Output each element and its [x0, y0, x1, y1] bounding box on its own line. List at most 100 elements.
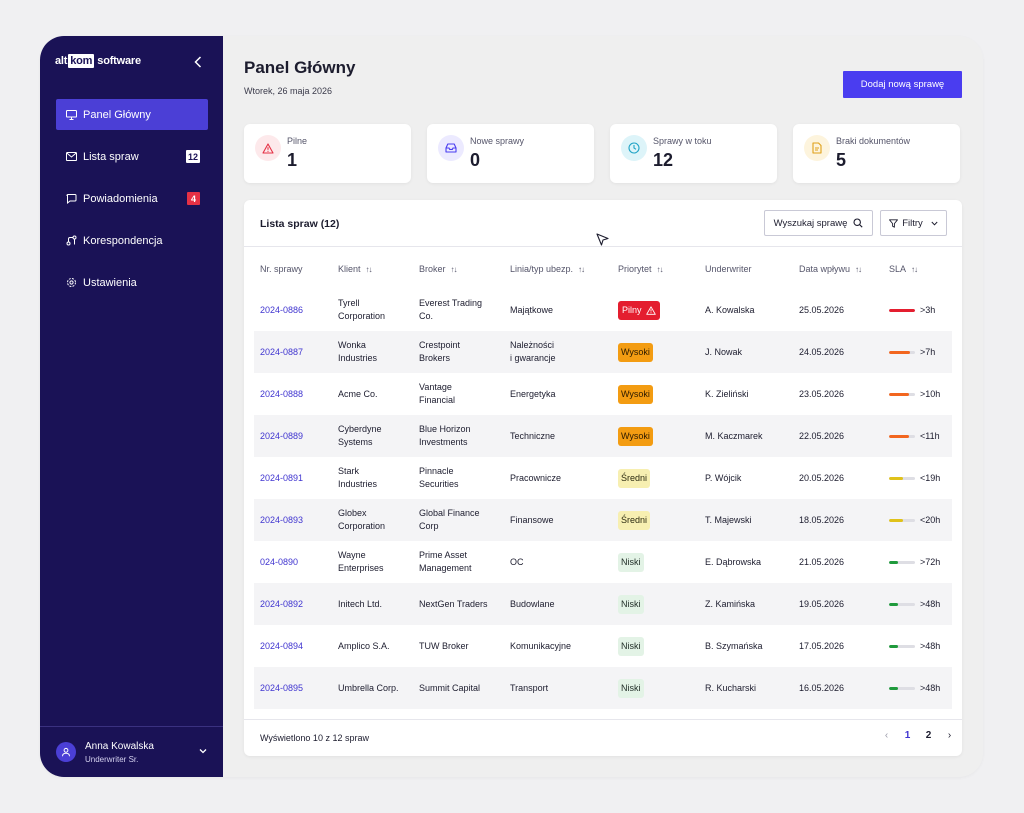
line-cell: OC — [510, 541, 524, 583]
table-row[interactable]: 2024-0887 Wonka Industries Crestpoint Broker… — [254, 331, 952, 373]
priority-badge: Niski — [618, 594, 644, 614]
user-menu[interactable]: Anna Kowalska Underwriter Sr. — [40, 726, 223, 777]
date-cell: 19.05.2026 — [799, 583, 844, 625]
case-id[interactable]: 2024-0886 — [260, 304, 304, 315]
sidebar-item-panel-glowny[interactable]: Panel Główny — [56, 99, 208, 130]
stat-value: 1 — [287, 150, 298, 170]
sort-icon: ↑↓ — [450, 264, 458, 274]
next-page-button[interactable]: › — [947, 730, 952, 741]
sla-progress-bar — [889, 350, 915, 354]
chevron-down-icon — [199, 749, 207, 754]
underwriter-name: A. Kowalska — [705, 304, 755, 315]
case-id[interactable]: 2024-0893 — [260, 514, 304, 525]
pagination: ‹ 1 2 › — [876, 730, 960, 741]
date-cell: 21.05.2026 — [799, 541, 844, 583]
broker-cell: Global Finance Corp — [419, 499, 480, 541]
cell-line: Techniczne — [510, 430, 556, 441]
table-row[interactable]: 024-0890 Wayne Enterprises Prime Asset Manag… — [254, 541, 952, 583]
stat-card-pilne[interactable]: Pilne 1 — [244, 124, 411, 183]
cell-line: Crestpoint — [419, 340, 461, 350]
case-id[interactable]: 2024-0887 — [260, 346, 304, 357]
table-row[interactable]: 2024-0891 Stark Industries Pinnacle Securiti… — [254, 457, 952, 499]
sidebar-item-ustawienia[interactable]: Ustawienia — [56, 267, 208, 298]
cell-line: Acme Co. — [338, 388, 378, 399]
page-2-button[interactable]: 2 — [925, 730, 932, 741]
column-header-client[interactable]: Klient ↑↓ — [338, 264, 373, 274]
search-case-button[interactable]: Wyszukaj sprawę — [764, 210, 873, 236]
client-cell: Acme Co. — [338, 373, 378, 415]
sidebar-item-korespondencja[interactable]: Korespondencja — [56, 225, 208, 256]
stat-card-sprawy-w-toku[interactable]: Sprawy w toku 12 — [610, 124, 777, 183]
user-name: Anna Kowalska — [85, 740, 154, 752]
case-number-link[interactable]: 2024-0892 — [260, 583, 303, 625]
table-row[interactable]: 2024-0888 Acme Co. Vantage Financial Energet… — [254, 373, 952, 415]
case-number-link[interactable]: 2024-0889 — [260, 415, 303, 457]
date-cell: 25.05.2026 — [799, 289, 844, 331]
column-header-underwriter[interactable]: Underwriter — [705, 264, 752, 274]
case-id[interactable]: 2024-0894 — [260, 640, 304, 651]
case-number-link[interactable]: 2024-0887 — [260, 331, 303, 373]
table-row[interactable]: 2024-0892 Initech Ltd. NextGen Traders Budo… — [254, 583, 952, 625]
case-id[interactable]: 2024-0891 — [260, 472, 304, 483]
date-cell: 24.05.2026 — [799, 331, 844, 373]
case-id[interactable]: 2024-0888 — [260, 388, 304, 399]
case-id[interactable]: 2024-0889 — [260, 430, 304, 441]
column-header-sla[interactable]: SLA ↑↓ — [889, 264, 918, 274]
page-1-button[interactable]: 1 — [904, 730, 911, 741]
prev-page-button[interactable]: ‹ — [884, 730, 889, 741]
cell-line: Blue Horizon — [419, 424, 471, 434]
column-header-case-number[interactable]: Nr. sprawy — [260, 264, 303, 274]
column-header-priority[interactable]: Priorytet ↑↓ — [618, 264, 664, 274]
received-date: 19.05.2026 — [799, 598, 845, 609]
user-role: Underwriter Sr. — [85, 754, 139, 764]
received-date: 21.05.2026 — [799, 556, 845, 567]
case-number-link[interactable]: 2024-0888 — [260, 373, 303, 415]
filters-button[interactable]: Filtry — [880, 210, 947, 236]
case-number-link[interactable]: 2024-0891 — [260, 457, 303, 499]
received-date: 20.05.2026 — [799, 472, 845, 483]
stat-card-nowe-sprawy[interactable]: Nowe sprawy 0 — [427, 124, 594, 183]
date-cell: 17.05.2026 — [799, 625, 844, 667]
case-number-link[interactable]: 2024-0886 — [260, 289, 303, 331]
table-row[interactable]: 2024-0895 Umbrella Corp. Summit Capital Tra… — [254, 667, 952, 709]
column-header-line[interactable]: Linia/typ ubezp. ↑↓ — [510, 264, 585, 274]
case-id[interactable]: 024-0890 — [260, 556, 299, 567]
cell-line: Investments — [419, 437, 468, 447]
sla-progress-bar — [889, 560, 915, 564]
case-id[interactable]: 2024-0892 — [260, 598, 304, 609]
cell-line: Tyrell — [338, 298, 360, 308]
case-number-link[interactable]: 2024-0893 — [260, 499, 303, 541]
stat-card-braki-dokumentow[interactable]: Braki dokumentów 5 — [793, 124, 960, 183]
sla-cell: >10h — [889, 373, 940, 415]
cell-line: Summit Capital — [419, 682, 481, 693]
mail-icon — [65, 151, 77, 163]
cell-line: Transport — [510, 682, 549, 693]
add-case-button[interactable]: Dodaj nową sprawę — [843, 71, 962, 98]
priority-label: Niski — [621, 682, 641, 693]
logo[interactable]: alt kom software — [55, 54, 141, 68]
table-row[interactable]: 2024-0893 Globex Corporation Global Finance… — [254, 499, 952, 541]
user-icon — [62, 747, 70, 757]
column-header-broker[interactable]: Broker ↑↓ — [419, 264, 458, 274]
case-number-link[interactable]: 024-0890 — [260, 541, 298, 583]
cell-line: Globex — [338, 508, 367, 518]
case-number-link[interactable]: 2024-0894 — [260, 625, 303, 667]
case-number-link[interactable]: 2024-0895 — [260, 667, 303, 709]
broker-cell: NextGen Traders — [419, 583, 488, 625]
client-cell: Umbrella Corp. — [338, 667, 399, 709]
cell-line: Corporation — [338, 521, 386, 531]
priority-label: Wysoki — [621, 346, 650, 357]
column-header-date[interactable]: Data wpływu ↑↓ — [799, 264, 862, 274]
sort-icon: ↑↓ — [365, 264, 373, 274]
client-cell: Wonka Industries — [338, 331, 377, 373]
table-row[interactable]: 2024-0886 Tyrell Corporation Everest Tradin… — [254, 289, 952, 331]
table-row[interactable]: 2024-0894 Amplico S.A. TUW Broker Komunikac… — [254, 625, 952, 667]
collapse-sidebar-button[interactable] — [191, 54, 205, 70]
cell-line: Financial — [419, 395, 456, 405]
sidebar-item-lista-spraw[interactable]: Lista spraw 12 — [56, 141, 208, 172]
underwriter-name: E. Dąbrowska — [705, 556, 762, 567]
sidebar-item-powiadomienia[interactable]: Powiadomienia 4 — [56, 183, 208, 214]
logo-text-software: software — [97, 55, 141, 67]
table-row[interactable]: 2024-0889 Cyberdyne Systems Blue Horizon Inv… — [254, 415, 952, 457]
case-id[interactable]: 2024-0895 — [260, 682, 304, 693]
